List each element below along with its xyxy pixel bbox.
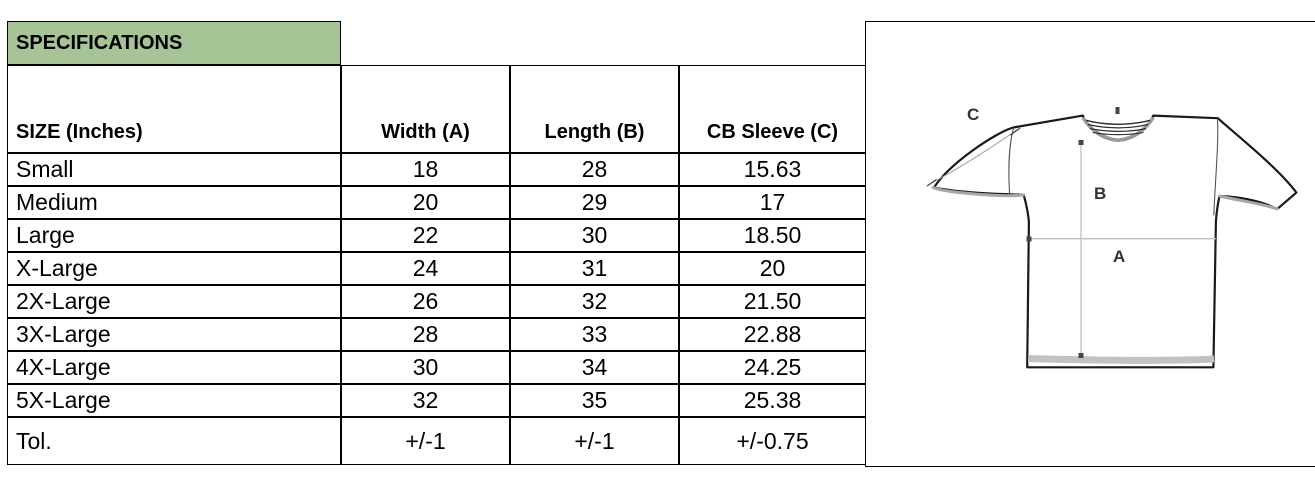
svg-text:B: B (1094, 184, 1106, 203)
svg-text:A: A (1113, 247, 1125, 266)
svg-text:C: C (967, 105, 979, 124)
